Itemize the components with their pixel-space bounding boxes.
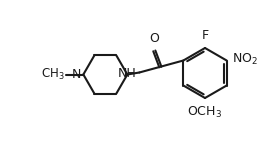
Text: OCH$_3$: OCH$_3$	[186, 105, 221, 120]
Text: NH: NH	[118, 67, 136, 80]
Text: NO$_2$: NO$_2$	[232, 52, 258, 67]
Text: CH$_3$: CH$_3$	[41, 67, 64, 82]
Text: O: O	[150, 32, 159, 45]
Text: F: F	[201, 29, 209, 42]
Text: N: N	[72, 68, 81, 81]
